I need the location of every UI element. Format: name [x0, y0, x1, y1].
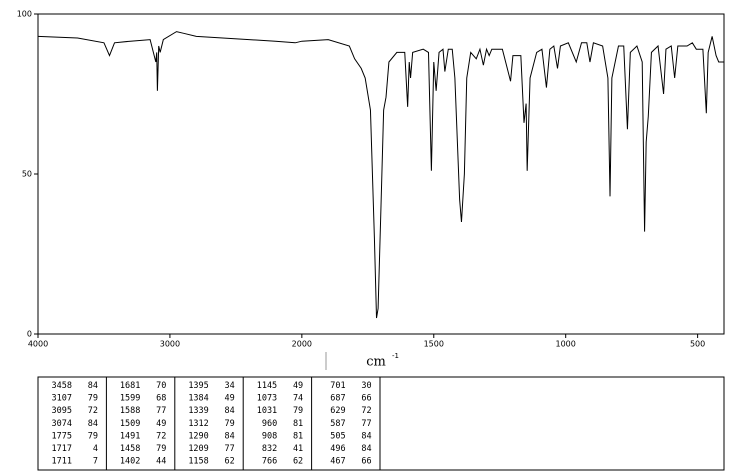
table-cell: 84 — [361, 431, 371, 441]
table-cell: 49 — [293, 381, 303, 391]
table-cell: 84 — [88, 381, 98, 391]
table-cell: 701 — [330, 381, 345, 391]
table-cell: 81 — [293, 431, 303, 441]
table-cell: 72 — [156, 431, 166, 441]
table-cell: 68 — [156, 394, 166, 404]
table-cell: 66 — [361, 394, 371, 404]
table-cell: 1681 — [120, 381, 140, 391]
table-cell: 62 — [225, 457, 235, 467]
table-cell: 587 — [330, 419, 345, 429]
table-cell: 3107 — [52, 394, 72, 404]
table-cell: 44 — [156, 457, 166, 467]
table-cell: 496 — [330, 444, 345, 454]
table-cell: 1711 — [52, 457, 72, 467]
table-cell: 66 — [361, 457, 371, 467]
x-axis-label: cm — [366, 355, 386, 370]
x-tick-label: 1000 — [556, 340, 576, 349]
table-cell: 1209 — [188, 444, 208, 454]
table-cell: 1158 — [188, 457, 208, 467]
table-cell: 505 — [330, 431, 345, 441]
table-cell: 1145 — [257, 381, 277, 391]
y-tick-label: 0 — [27, 330, 32, 339]
table-cell: 79 — [88, 394, 98, 404]
table-cell: 832 — [262, 444, 277, 454]
table-cell: 1290 — [188, 431, 208, 441]
peak-table-frame — [37, 376, 725, 471]
y-tick-label: 100 — [17, 10, 32, 19]
table-cell: 1509 — [120, 419, 140, 429]
table-cell: 62 — [293, 457, 303, 467]
table-cell: 77 — [156, 406, 166, 416]
table-cell: 79 — [156, 444, 166, 454]
table-cell: 1775 — [52, 431, 72, 441]
table-cell: 79 — [88, 431, 98, 441]
table-cell: 77 — [361, 419, 371, 429]
table-cell: 1312 — [188, 419, 208, 429]
table-cell: 1339 — [188, 406, 208, 416]
table-cell: 1031 — [257, 406, 277, 416]
table-cell: 7 — [93, 457, 98, 467]
plot-frame — [37, 13, 725, 335]
table-cell: 3074 — [52, 419, 72, 429]
table-cell: 1458 — [120, 444, 140, 454]
y-tick-label: 50 — [22, 170, 32, 179]
x-axis-label-sup: -1 — [392, 352, 399, 360]
table-cell: 84 — [88, 419, 98, 429]
table-cell: 79 — [293, 406, 303, 416]
table-cell: 34 — [225, 381, 235, 391]
x-tick-label: 2000 — [292, 340, 312, 349]
table-cell: 77 — [225, 444, 235, 454]
table-cell: 70 — [156, 381, 166, 391]
table-cell: 1402 — [120, 457, 140, 467]
table-cell: 81 — [293, 419, 303, 429]
table-cell: 72 — [361, 406, 371, 416]
table-cell: 1491 — [120, 431, 140, 441]
table-cell: 467 — [330, 457, 345, 467]
table-cell: 687 — [330, 394, 345, 404]
table-cell: 84 — [225, 431, 235, 441]
x-tick-label: 3000 — [160, 340, 180, 349]
table-cell: 49 — [156, 419, 166, 429]
table-cell: 766 — [262, 457, 277, 467]
table-cell: 72 — [88, 406, 98, 416]
table-cell: 1395 — [188, 381, 208, 391]
table-cell: 908 — [262, 431, 277, 441]
table-cell: 4 — [93, 444, 98, 454]
table-cell: 1599 — [120, 394, 140, 404]
table-cell: 84 — [225, 406, 235, 416]
x-tick-label: 4000 — [28, 340, 48, 349]
table-cell: 41 — [293, 444, 303, 454]
table-cell: 3095 — [52, 406, 72, 416]
table-cell: 1588 — [120, 406, 140, 416]
table-cell: 79 — [225, 419, 235, 429]
table-cell: 960 — [262, 419, 277, 429]
table-cell: 1384 — [188, 394, 208, 404]
table-cell: 30 — [361, 381, 371, 391]
table-cell: 74 — [293, 394, 303, 404]
table-cell: 1717 — [52, 444, 72, 454]
table-cell: 3458 — [52, 381, 72, 391]
table-cell: 49 — [225, 394, 235, 404]
table-cell: 1073 — [257, 394, 277, 404]
spectrum-line — [37, 31, 724, 319]
table-cell: 84 — [361, 444, 371, 454]
table-cell: 629 — [330, 406, 345, 416]
x-tick-label: 1500 — [424, 340, 444, 349]
x-tick-label: 500 — [690, 340, 705, 349]
